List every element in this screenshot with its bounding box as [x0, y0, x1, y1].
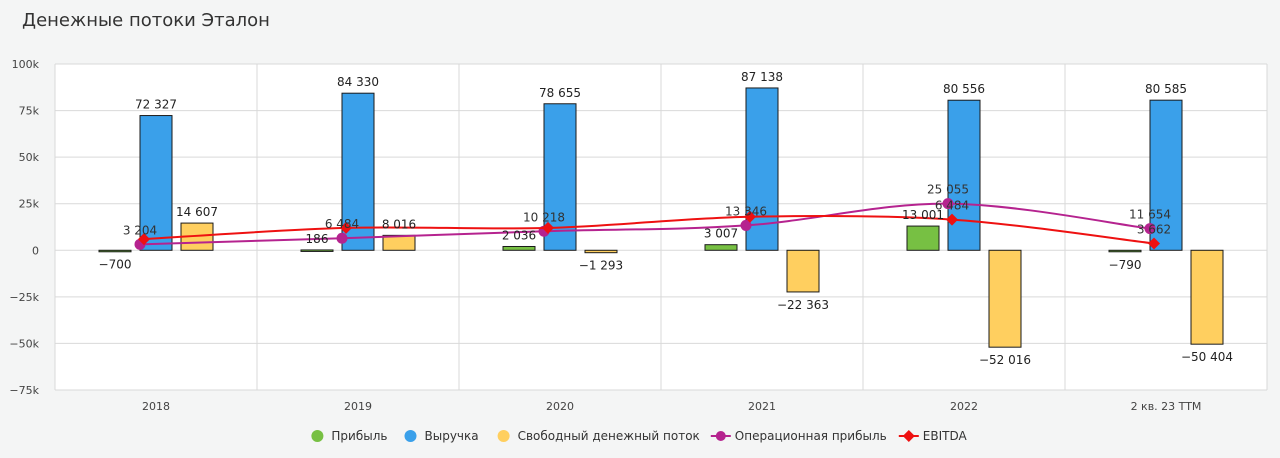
- data-label: 186: [306, 232, 329, 246]
- data-label: 3 007: [704, 227, 738, 241]
- legend-marker: [497, 430, 510, 442]
- y-tick-label: 25k: [19, 198, 40, 211]
- x-tick-label: 2022: [950, 400, 978, 413]
- data-label: −700: [99, 258, 132, 272]
- legend: Прибыль Выручка Свободный денежный поток Оп…: [311, 429, 968, 443]
- y-tick-label: 0: [32, 244, 39, 257]
- bar: [786, 249, 820, 293]
- y-tick-label: 100k: [12, 58, 40, 71]
- grid: [54, 63, 1268, 391]
- line-point: [1148, 237, 1160, 250]
- line-point: [942, 198, 954, 210]
- y-tick-label: −75k: [9, 384, 39, 397]
- legend-marker: [715, 431, 726, 441]
- data-label: 25 055: [927, 183, 969, 197]
- lines: [134, 198, 1160, 250]
- line-point: [946, 213, 958, 226]
- line-point: [336, 232, 348, 244]
- bar: [1108, 249, 1142, 253]
- line-point: [138, 233, 150, 246]
- x-tick-label: 2021: [748, 400, 776, 413]
- legend-item: Выручка: [404, 429, 479, 443]
- bar: [139, 115, 173, 251]
- data-label: 84 330: [337, 75, 379, 89]
- bar: [584, 249, 618, 254]
- data-label: 11 654: [1129, 208, 1171, 222]
- data-label: 14 607: [176, 205, 218, 219]
- bar: [947, 99, 981, 251]
- x-tick-label: 2018: [142, 400, 170, 413]
- legend-item: Операционная прибыль: [710, 429, 887, 443]
- data-label: −52 016: [979, 353, 1031, 367]
- data-label: 10 218: [523, 210, 565, 224]
- series-line: [143, 214, 1155, 245]
- bar: [704, 244, 738, 251]
- legend-label: EBITDA: [923, 429, 968, 443]
- line-point: [740, 219, 752, 231]
- bar: [1149, 99, 1183, 251]
- line-point: [744, 210, 756, 223]
- x-axis: 2018 2019 2020 2021 2022 2 кв. 23 TTM: [142, 400, 1201, 413]
- y-axis: 100k 75k 50k 25k 0 −25k −50k −75k: [9, 58, 39, 397]
- data-label: 8 016: [382, 217, 416, 231]
- bar: [98, 249, 132, 253]
- bar: [300, 249, 334, 252]
- y-tick-label: 50k: [19, 151, 40, 164]
- data-label: −22 363: [777, 298, 829, 312]
- data-label: 87 138: [741, 70, 783, 84]
- x-tick-label: 2020: [546, 400, 574, 413]
- legend-label: Выручка: [425, 429, 479, 443]
- y-tick-label: −25k: [9, 291, 39, 304]
- x-tick-label: 2 кв. 23 TTM: [1131, 400, 1202, 413]
- y-tick-label: −50k: [9, 337, 39, 350]
- x-tick-label: 2019: [344, 400, 372, 413]
- bar: [988, 249, 1022, 348]
- line-point: [1144, 223, 1156, 235]
- legend-marker: [902, 430, 915, 442]
- data-label: 72 327: [135, 98, 177, 112]
- legend-item: EBITDA: [898, 429, 968, 443]
- bar: [502, 245, 536, 251]
- legend-item: Прибыль: [311, 429, 387, 443]
- bar: [906, 225, 940, 251]
- legend-label: Прибыль: [331, 429, 387, 443]
- legend-item: Свободный денежный поток: [497, 429, 700, 443]
- data-label: −790: [1109, 258, 1142, 272]
- data-label: 80 556: [943, 82, 985, 96]
- line-point: [542, 221, 554, 234]
- data-label: 2 036: [502, 228, 536, 242]
- legend-label: Свободный денежный поток: [518, 429, 700, 443]
- data-label: −50 404: [1181, 350, 1233, 364]
- bars: [98, 87, 1224, 348]
- data-label: 13 346: [725, 204, 767, 218]
- data-label: 80 585: [1145, 82, 1187, 96]
- chart-title: Денежные потоки Эталон: [22, 10, 270, 31]
- data-labels: −700 186 2 036 3 007 13 001 −790 72 327 84 330 7…: [99, 70, 1234, 367]
- y-tick-label: 75k: [19, 105, 40, 118]
- data-label: 6 484: [325, 217, 359, 231]
- legend-marker: [311, 430, 324, 442]
- legend-marker: [404, 430, 417, 442]
- series-line: [139, 202, 1151, 246]
- line-point: [340, 221, 352, 234]
- data-label: 6 484: [935, 199, 969, 213]
- data-label: 3 662: [1137, 222, 1171, 236]
- data-label: 3 204: [123, 223, 157, 237]
- bar: [1190, 249, 1224, 345]
- legend-label: Операционная прибыль: [735, 429, 887, 443]
- data-label: 78 655: [539, 86, 581, 100]
- data-label: 13 001: [902, 208, 944, 222]
- data-label: −1 293: [579, 259, 623, 273]
